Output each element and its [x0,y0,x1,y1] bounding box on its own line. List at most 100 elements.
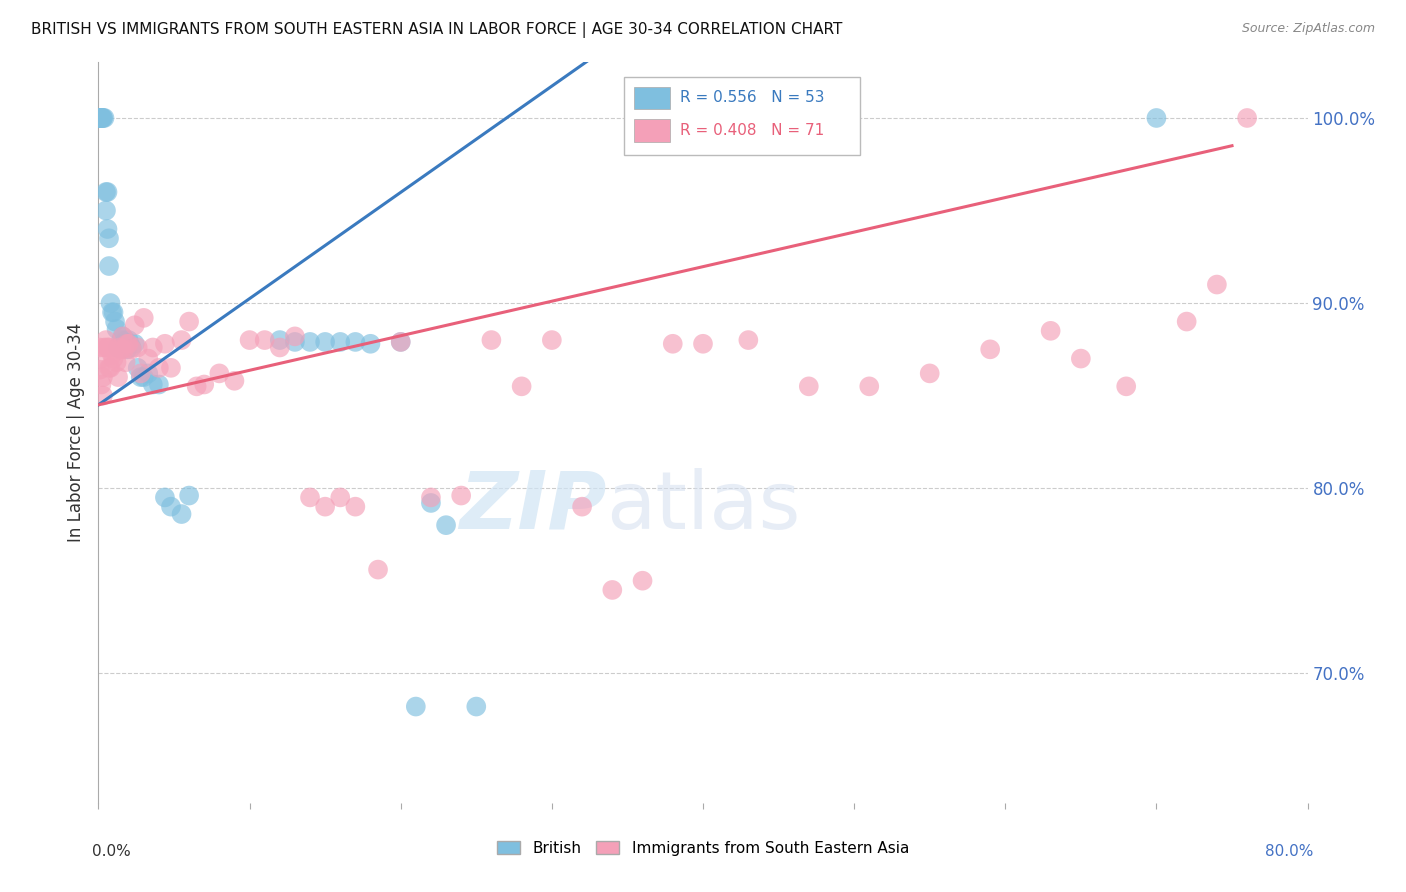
Point [100,360,122,375]
Point [631,574,654,588]
Point [90,111,112,125]
Legend: British, Immigrants from South Eastern Asia: British, Immigrants from South Eastern A… [491,835,915,862]
Point [661,336,683,351]
Point [101,305,124,319]
Point [170,507,193,521]
Point [450,489,472,503]
Point [100,296,122,310]
Point [96,341,118,355]
Point [284,334,307,349]
Point [129,367,152,381]
Point [121,341,143,355]
Point [98,341,121,355]
Point [110,343,132,357]
Point [98,259,121,273]
Point [389,334,412,349]
Point [89,111,111,125]
Point [299,491,322,505]
Point [103,305,125,319]
Point [1206,277,1229,292]
Point [299,334,322,349]
Bar [634,87,671,109]
Point [136,367,159,381]
Text: 0.0%: 0.0% [93,844,131,858]
Point [89,111,111,125]
Point [98,360,121,375]
Point [91,370,114,384]
Point [142,341,165,355]
Point [284,329,307,343]
Point [160,500,183,514]
Point [127,341,149,355]
Point [918,367,941,381]
Point [111,329,134,343]
Point [329,491,352,505]
Point [367,563,389,577]
Point [179,314,201,328]
Point [692,336,714,351]
Text: R = 0.408   N = 71: R = 0.408 N = 71 [681,123,824,138]
Point [602,582,624,597]
Point [89,111,111,125]
Point [118,336,141,351]
Point [108,341,131,355]
Point [98,231,121,245]
Point [96,185,118,199]
Point [89,362,111,376]
Text: R = 0.556   N = 53: R = 0.556 N = 53 [681,90,824,105]
Point [160,360,183,375]
Point [858,379,880,393]
Point [329,334,352,349]
Point [179,489,201,503]
Point [193,377,215,392]
Point [93,341,115,355]
Point [510,379,533,393]
Text: ZIP: ZIP [458,467,606,546]
Point [115,343,138,357]
Point [91,111,114,125]
Point [344,500,367,514]
Point [186,379,208,393]
Point [124,318,146,333]
Point [89,341,111,355]
Point [114,333,136,347]
Point [153,491,176,505]
Point [96,222,118,236]
Point [129,370,152,384]
Point [344,334,367,349]
Point [170,333,193,347]
Point [132,370,155,384]
Point [269,333,291,347]
Point [571,500,593,514]
Point [112,336,135,351]
Point [127,360,149,375]
Text: Source: ZipAtlas.com: Source: ZipAtlas.com [1241,22,1375,36]
Point [118,333,141,347]
Point [224,374,246,388]
Point [94,203,117,218]
Point [104,314,127,328]
Point [253,333,276,347]
Point [1070,351,1092,366]
Point [124,336,146,351]
Text: atlas: atlas [606,467,800,546]
Point [107,341,129,355]
Point [112,343,135,357]
Point [1144,111,1167,125]
Point [420,491,443,505]
Point [797,379,820,393]
Point [153,336,176,351]
Point [208,367,231,381]
Point [136,351,159,366]
Point [94,185,117,199]
Point [94,333,117,347]
Point [90,377,112,392]
Point [105,355,128,369]
Point [121,343,143,357]
Point [465,699,488,714]
Point [420,496,443,510]
Point [115,336,138,351]
Point [90,351,112,366]
Point [737,333,759,347]
Point [405,699,427,714]
